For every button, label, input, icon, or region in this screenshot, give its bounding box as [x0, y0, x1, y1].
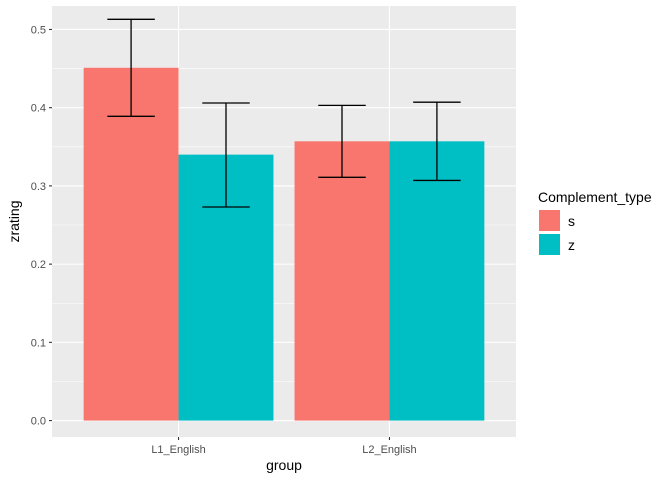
x-tick-label: L1_English: [151, 444, 205, 456]
y-tick-label: 0.4: [31, 103, 46, 115]
error-bar-s-L1_English: [107, 18, 155, 117]
legend-label-s: s: [568, 213, 575, 229]
bar-s-L2_English: [294, 141, 390, 421]
y-tick-label: 0.3: [31, 181, 46, 193]
legend-key-s: [539, 210, 560, 231]
x-tick-label: L2_English: [362, 444, 416, 456]
legend-title: Complement_type: [538, 189, 652, 205]
legend-key-z: [539, 234, 560, 255]
error-bar-z-L1_English: [202, 102, 250, 208]
y-axis: 0.0 0.1 0.2 0.3 0.4 0.5: [31, 24, 52, 428]
x-axis: L1_English L2_English: [151, 437, 417, 456]
bar-z-L2_English: [389, 141, 485, 421]
legend: Complement_type sz: [538, 189, 652, 255]
y-tick-label: 0.5: [31, 24, 46, 36]
x-axis-title: group: [266, 457, 302, 473]
legend-label-z: z: [568, 237, 575, 253]
bar-s-L1_English: [83, 67, 179, 421]
y-tick-label: 0.0: [31, 416, 46, 428]
y-tick-label: 0.2: [31, 259, 46, 271]
y-axis-title: zrating: [6, 200, 22, 242]
y-tick-label: 0.1: [31, 337, 46, 349]
error-bar-z-L2_English: [413, 101, 461, 182]
error-bar-s-L2_English: [318, 104, 366, 178]
error-bars: [107, 18, 461, 208]
